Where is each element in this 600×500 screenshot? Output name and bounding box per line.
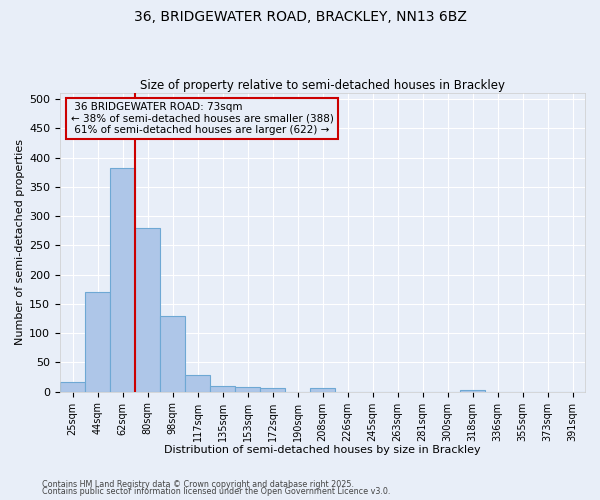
- Y-axis label: Number of semi-detached properties: Number of semi-detached properties: [15, 140, 25, 346]
- Bar: [235, 387, 260, 392]
- Bar: [110, 168, 135, 392]
- Title: Size of property relative to semi-detached houses in Brackley: Size of property relative to semi-detach…: [140, 79, 505, 92]
- Bar: [135, 228, 160, 392]
- Bar: [85, 292, 110, 392]
- Text: 36 BRIDGEWATER ROAD: 73sqm
← 38% of semi-detached houses are smaller (388)
 61% : 36 BRIDGEWATER ROAD: 73sqm ← 38% of semi…: [71, 102, 334, 136]
- Bar: [160, 316, 185, 392]
- Bar: [210, 386, 235, 392]
- Bar: [460, 390, 485, 392]
- Bar: [260, 388, 285, 392]
- Bar: [310, 388, 335, 392]
- Text: Contains public sector information licensed under the Open Government Licence v3: Contains public sector information licen…: [42, 487, 391, 496]
- Text: Contains HM Land Registry data © Crown copyright and database right 2025.: Contains HM Land Registry data © Crown c…: [42, 480, 354, 489]
- X-axis label: Distribution of semi-detached houses by size in Brackley: Distribution of semi-detached houses by …: [164, 445, 481, 455]
- Bar: [60, 382, 85, 392]
- Text: 36, BRIDGEWATER ROAD, BRACKLEY, NN13 6BZ: 36, BRIDGEWATER ROAD, BRACKLEY, NN13 6BZ: [134, 10, 466, 24]
- Bar: [185, 376, 210, 392]
